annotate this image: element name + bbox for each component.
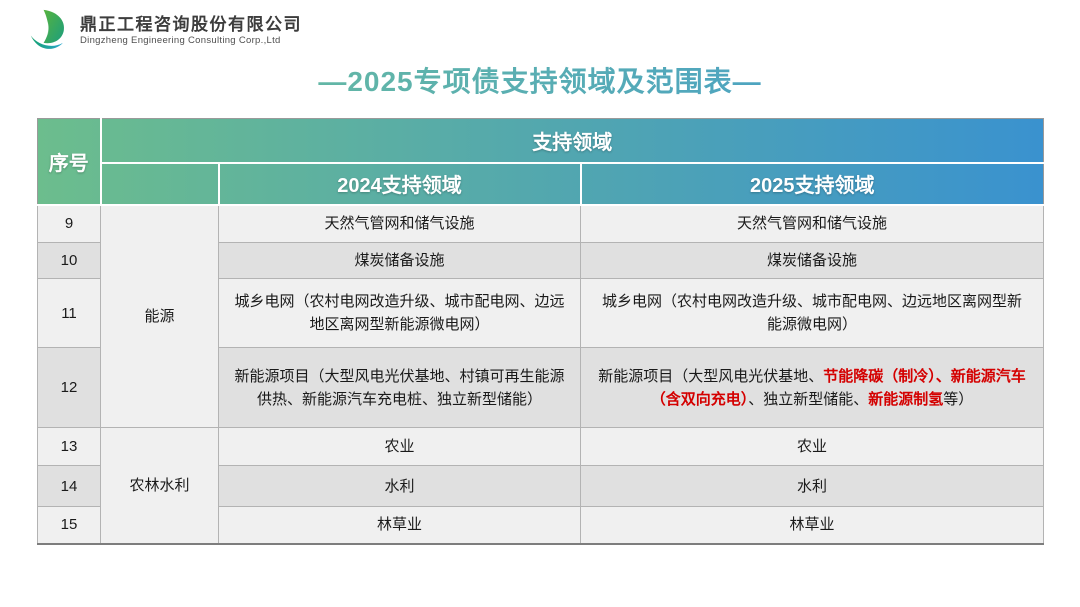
- header-2025: 2025支持领域: [579, 161, 1044, 206]
- table-row: 10 煤炭储备设施 煤炭储备设施: [37, 241, 1045, 280]
- cell-2025: 新能源项目（大型风电光伏基地、节能降碳（制冷）、新能源汽车（含双向充电）、独立新…: [579, 347, 1045, 429]
- highlighted-text: 节能降碳（制冷）、新能源汽车（含双向充电）: [650, 367, 1026, 408]
- cell-2024: 林草业: [218, 506, 581, 544]
- cell-text: 新能源项目（大型风电光伏基地、: [598, 367, 824, 385]
- cell-2024: 城乡电网（农村电网改造升级、城市配电网、边远地区离网型新能源微电网）: [218, 278, 581, 349]
- cell-text: 水利: [384, 477, 415, 495]
- cell-text: 林草业: [376, 516, 422, 534]
- table-body: 9 能源 天然气管网和储气设施 天然气管网和储气设施 10 煤炭储备设施 煤炭储备设施 11 城…: [37, 203, 1045, 544]
- cell-text: 水利: [797, 477, 828, 495]
- cell-text: 新能源项目（大型风电光伏基地、村镇可再生能源供热、新能源汽车充电桩、独立新型储能…: [234, 367, 565, 408]
- company-logo-icon: [30, 9, 65, 49]
- row-number-cell: 14: [37, 465, 101, 508]
- table-row: 13 农林水利 农业 农业: [37, 427, 1045, 544]
- company-logo: 鼎正工程咨询股份有限公司 Dingzheng Engineering Consu…: [28, 8, 302, 52]
- page-title: —2025专项债支持领域及范围表—: [0, 60, 1080, 100]
- cell-2025: 水利: [579, 465, 1045, 508]
- row-number-cell: 11: [37, 278, 101, 349]
- cell-text: 农业: [797, 438, 828, 456]
- table-header: 序号 支持领域 2024支持领域 2025支持领域: [37, 118, 1044, 206]
- cell-2024: 新能源项目（大型风电光伏基地、村镇可再生能源供热、新能源汽车充电桩、独立新型储能…: [218, 347, 581, 429]
- table-row: 9 能源 天然气管网和储气设施 天然气管网和储气设施: [37, 203, 1045, 429]
- cell-2024: 水利: [218, 465, 581, 508]
- support-area-table: 序号 支持领域 2024支持领域 2025支持领域 9 能源 天然气管网和储气设施 天…: [37, 118, 1045, 545]
- header-2024: 2024支持领域: [217, 161, 582, 206]
- header-support-area: 支持领域: [99, 118, 1044, 164]
- category-cell: 能源: [100, 203, 219, 429]
- row-number-cell: 9: [37, 204, 101, 243]
- row-number-cell: 15: [37, 506, 101, 544]
- cell-text: 城乡电网（农村电网改造升级、城市配电网、边远地区离网型新能源微电网）: [602, 293, 1023, 334]
- cell-text: 天然气管网和储气设施: [324, 215, 475, 233]
- header-category: [100, 161, 220, 206]
- cell-text: 等）: [943, 390, 974, 408]
- company-name-zh: 鼎正工程咨询股份有限公司: [80, 14, 302, 34]
- row-number-cell: 12: [37, 347, 101, 429]
- cell-text: 农业: [384, 438, 415, 456]
- cell-2025: 农业: [579, 427, 1045, 467]
- company-name-en: Dingzheng Engineering Consulting Corp.,L…: [80, 35, 281, 47]
- cell-2025: 林草业: [579, 506, 1045, 544]
- row-number-cell: 13: [37, 427, 101, 467]
- cell-text: 、独立新型储能、: [748, 390, 869, 408]
- cell-2025: 煤炭储备设施: [579, 241, 1045, 280]
- cell-text: 煤炭储备设施: [767, 252, 858, 269]
- highlighted-text: 新能源制氢: [868, 390, 944, 408]
- header-index: 序号: [37, 118, 102, 206]
- cell-text: 煤炭储备设施: [354, 252, 445, 269]
- cell-2024: 煤炭储备设施: [218, 241, 581, 280]
- cell-2025: 城乡电网（农村电网改造升级、城市配电网、边远地区离网型新能源微电网）: [579, 278, 1045, 349]
- category-cell: 农林水利: [100, 427, 219, 544]
- cell-2024: 天然气管网和储气设施: [218, 204, 581, 243]
- cell-2024: 农业: [218, 427, 581, 467]
- row-number-cell: 10: [37, 241, 101, 280]
- cell-2025: 天然气管网和储气设施: [579, 204, 1045, 243]
- cell-text: 林草业: [789, 516, 835, 534]
- cell-text: 城乡电网（农村电网改造升级、城市配电网、边远地区离网型新能源微电网）: [234, 293, 565, 334]
- cell-text: 天然气管网和储气设施: [737, 215, 888, 233]
